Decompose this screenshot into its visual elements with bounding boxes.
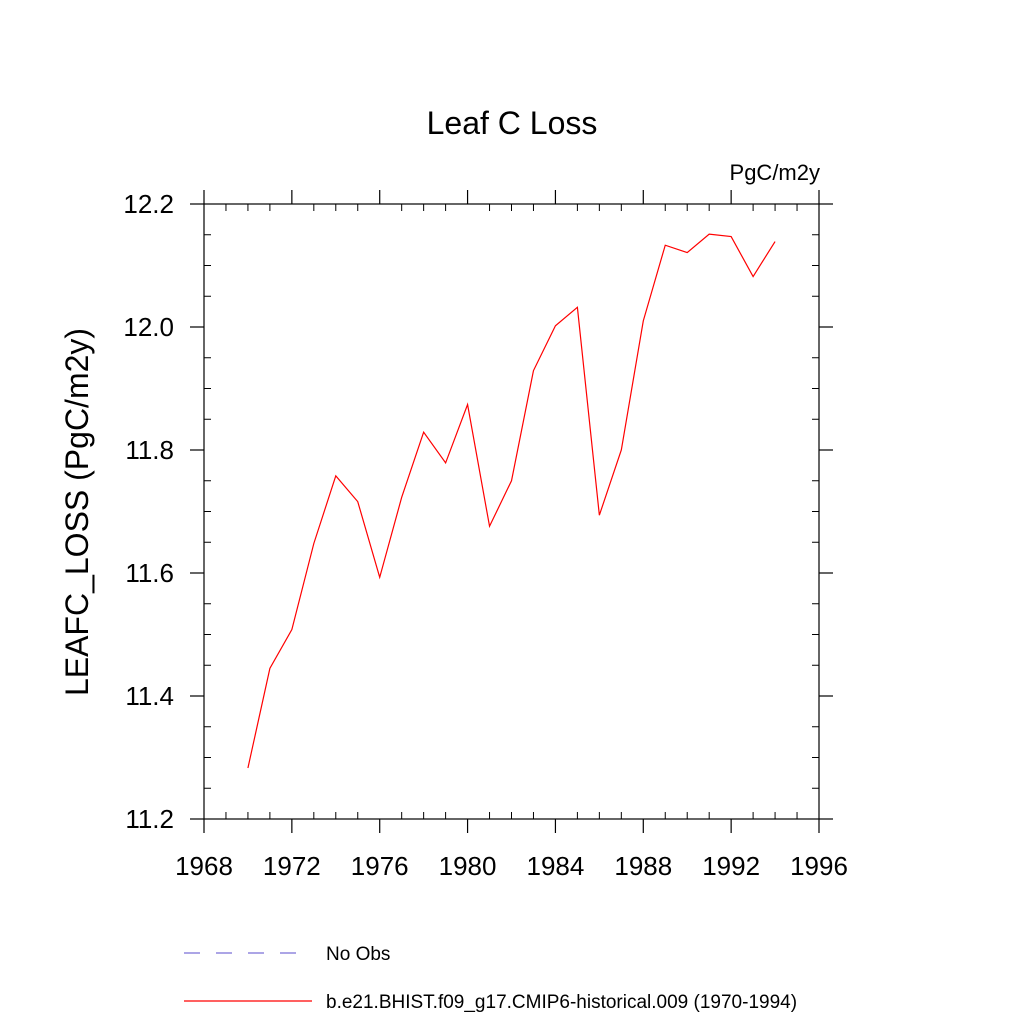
x-tick-label: 1976 <box>351 851 409 881</box>
y-tick-label: 11.2 <box>125 804 174 834</box>
series-layer <box>247 233 776 769</box>
y-tick-label: 11.8 <box>125 435 174 465</box>
y-axis-label: LEAFC_LOSS (PgC/m2y) <box>59 328 95 696</box>
legend-entry-label: b.e21.BHIST.f09_g17.CMIP6-historical.009… <box>326 992 797 1013</box>
x-tick-label: 1984 <box>527 851 585 881</box>
plot-frame <box>203 203 820 820</box>
legend: No Obs b.e21.BHIST.f09_g17.CMIP6-historic… <box>184 944 797 1013</box>
x-tick-label: 1972 <box>263 851 321 881</box>
y-tick-label: 11.4 <box>125 681 174 711</box>
x-tick-label: 1992 <box>702 851 760 881</box>
y-tick-label: 11.6 <box>125 558 174 588</box>
y-tick-label: 12.2 <box>123 189 174 219</box>
chart-title: Leaf C Loss <box>427 105 598 141</box>
y-tick-label: 12.0 <box>123 312 174 342</box>
units-label: PgC/m2y <box>730 160 820 185</box>
x-tick-label: 1968 <box>175 851 233 881</box>
legend-entry-label: No Obs <box>326 944 390 965</box>
x-tick-label: 1988 <box>614 851 672 881</box>
axis-ticks <box>190 190 833 833</box>
series-line <box>247 233 776 769</box>
x-tick-label: 1996 <box>790 851 848 881</box>
x-tick-label: 1980 <box>439 851 497 881</box>
axis-tick-labels: 1968 1972 1976 1980 1984 1988 1992 1996 11.2 11.4… <box>123 189 848 881</box>
